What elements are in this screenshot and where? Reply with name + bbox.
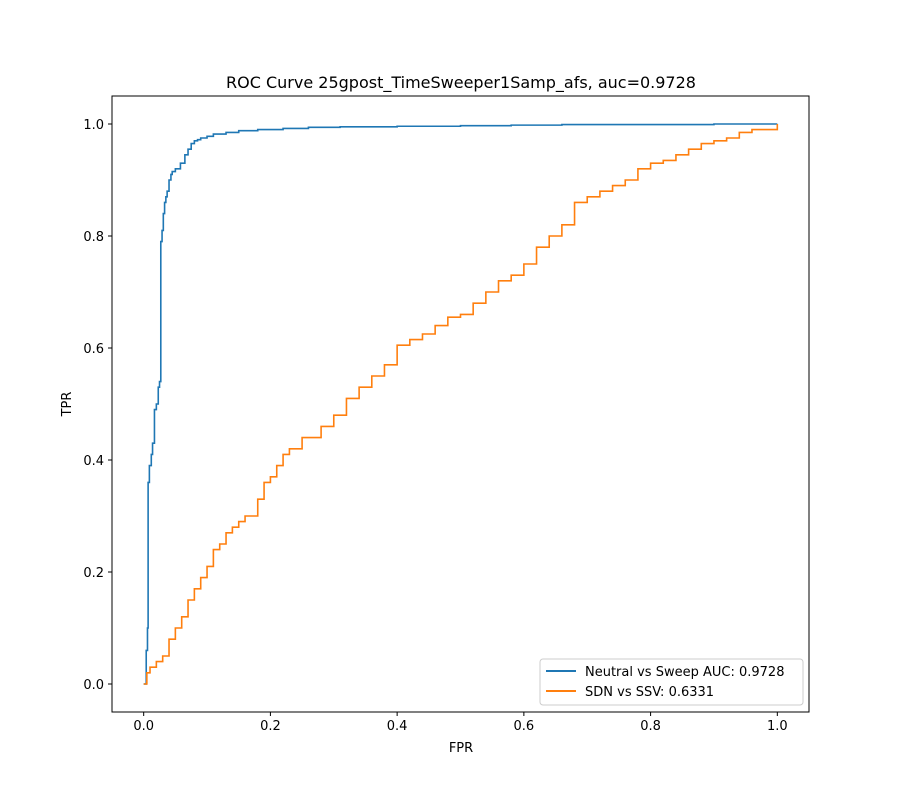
y-tick-label: 0.8 (83, 230, 104, 245)
x-tick-label: 0.4 (387, 719, 408, 734)
series-layer (143, 123, 779, 685)
legend-box (539, 658, 804, 706)
x-tick-label: 0.8 (640, 719, 661, 734)
x-tick-label: 1.0 (767, 719, 788, 734)
series-line-neutral-vs-sweep (143, 123, 778, 685)
x-tick-label: 0.2 (260, 719, 281, 734)
y-tick-label: 1.0 (83, 118, 104, 133)
x-tick-label: 0.6 (514, 719, 535, 734)
x-tick-label: 0.0 (133, 719, 154, 734)
y-tick-label: 0.4 (83, 454, 104, 469)
plot-frame (111, 95, 810, 713)
legend: Neutral vs Sweep AUC: 0.9728 SDN vs SSV:… (539, 658, 804, 706)
y-tick-label: 0.0 (83, 678, 104, 693)
y-axis-ticks: 0.0 0.2 0.4 0.6 0.8 1.0 (83, 118, 112, 693)
x-axis-ticks: 0.0 0.2 0.4 0.6 0.8 1.0 (133, 712, 788, 734)
y-tick-label: 0.2 (83, 566, 104, 581)
y-tick-label: 0.6 (83, 342, 104, 357)
x-axis-label: FPR (449, 741, 473, 756)
y-axis-label: TPR (60, 392, 75, 418)
chart-title: ROC Curve 25gpost_TimeSweeper1Samp_afs, … (226, 73, 696, 93)
plot-area (112, 96, 809, 712)
legend-label-sdn-vs-ssv: SDN vs SSV: 0.6331 (585, 685, 714, 700)
legend-label-neutral-vs-sweep: Neutral vs Sweep AUC: 0.9728 (585, 665, 784, 680)
series-line-sdn-vs-ssv (143, 124, 779, 685)
